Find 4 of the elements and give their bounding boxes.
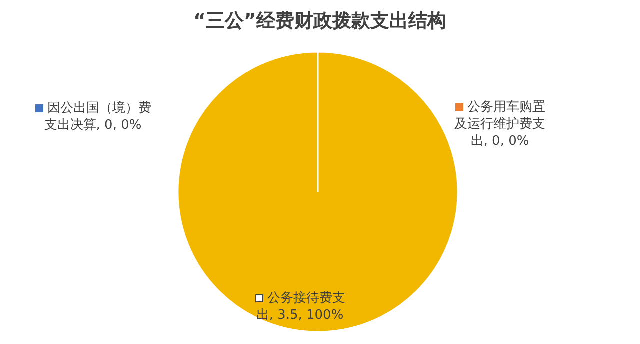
slice-label: 公务接待费支出, 3.5, 100% [256, 291, 346, 323]
legend-label: 公务用车购置及运行维护费支出, 0, 0% [454, 100, 546, 149]
chart-title: “三公”经费财政拨款支出结构 [194, 10, 446, 32]
legend-label: 因公出国（境）费支出决算, 0, 0% [44, 101, 152, 133]
